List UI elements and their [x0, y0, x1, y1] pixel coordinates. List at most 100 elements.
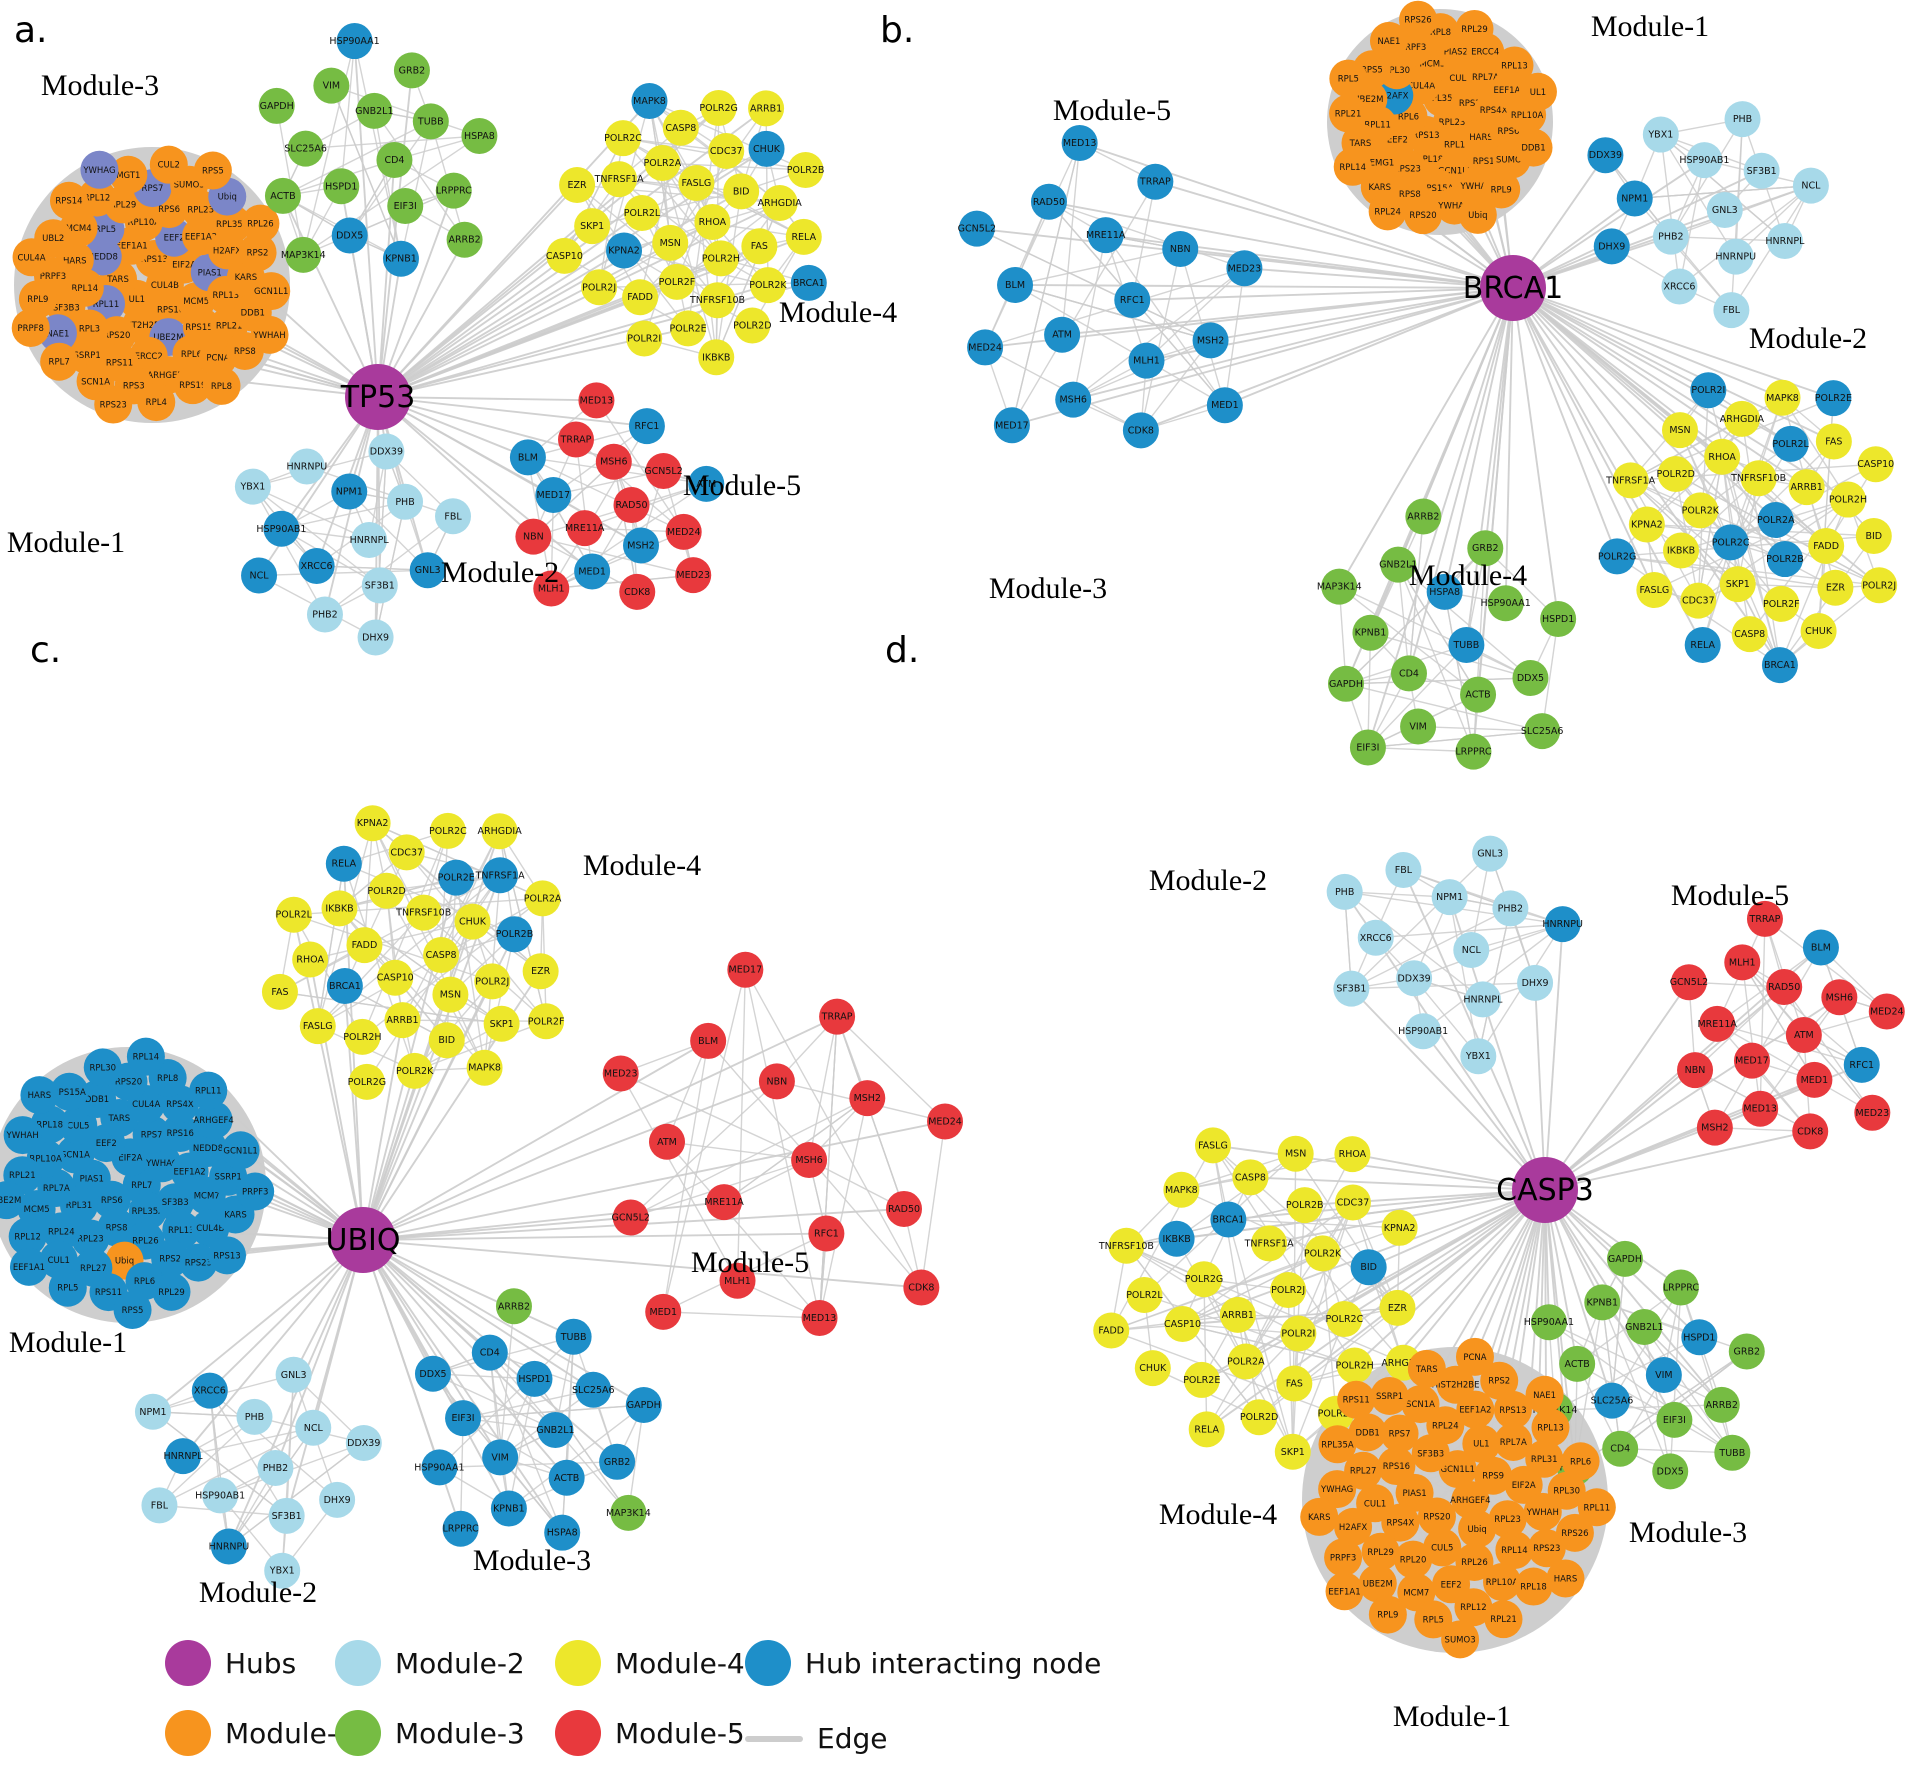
node-MSH6[interactable]: MSH6: [1821, 979, 1858, 1016]
node-HSP90AA1[interactable]: HSP90AA1: [329, 23, 380, 60]
node-CDK8[interactable]: CDK8: [1792, 1113, 1829, 1150]
node-MAP3K14[interactable]: MAP3K14: [1317, 568, 1362, 605]
node-ATM[interactable]: ATM: [648, 1123, 685, 1160]
node-NEDD8[interactable]: NEDD8: [83, 237, 122, 276]
node-CUL2[interactable]: CUL2: [149, 145, 188, 184]
node-SCN1A[interactable]: SCN1A: [1401, 1385, 1440, 1424]
node-FASLG[interactable]: FASLG: [299, 1008, 336, 1045]
node-MSH2[interactable]: MSH2: [1192, 322, 1229, 359]
node-MSN[interactable]: MSN: [432, 976, 469, 1013]
node-POLR2F[interactable]: POLR2F: [528, 1003, 565, 1040]
node-RPS23[interactable]: RPS23: [1527, 1529, 1566, 1568]
node-MED23[interactable]: MED23: [675, 557, 712, 594]
node-CUL5[interactable]: CUL5: [59, 1106, 98, 1145]
node-CD4[interactable]: CD4: [376, 142, 413, 178]
node-RPS20[interactable]: RPS20: [1404, 196, 1443, 235]
node-RELA[interactable]: RELA: [785, 218, 822, 255]
node-POLR2K[interactable]: POLR2K: [749, 267, 787, 304]
node-CUL4A[interactable]: CUL4A: [12, 238, 51, 277]
node-XRCC6[interactable]: XRCC6: [1357, 919, 1394, 956]
node-VIM[interactable]: VIM: [1645, 1357, 1682, 1393]
node-CDK8[interactable]: CDK8: [1122, 412, 1159, 449]
node-RPL11[interactable]: RPL11: [189, 1071, 228, 1110]
node-ARRB2[interactable]: ARRB2: [1405, 498, 1442, 535]
node-RPS7[interactable]: RPS7: [1380, 1414, 1419, 1453]
node-MLH1[interactable]: MLH1: [533, 570, 570, 607]
node-POLR2C[interactable]: POLR2C: [1712, 524, 1750, 561]
node-MSN[interactable]: MSN: [1277, 1135, 1314, 1172]
hub-CASP3[interactable]: CASP3: [1496, 1157, 1594, 1223]
node-DDB1[interactable]: DDB1: [1514, 128, 1553, 167]
node-KPNA2[interactable]: KPNA2: [1628, 506, 1665, 543]
node-DHX9[interactable]: DHX9: [319, 1481, 356, 1518]
node-POLR2L[interactable]: POLR2L: [276, 896, 313, 933]
node-HARS[interactable]: HARS: [20, 1076, 59, 1115]
node-POLR2B[interactable]: POLR2B: [1766, 541, 1804, 578]
node-GAPDH[interactable]: GAPDH: [1327, 665, 1364, 702]
node-YBX1[interactable]: YBX1: [1642, 116, 1679, 153]
node-MLH1[interactable]: MLH1: [719, 1262, 756, 1299]
node-GCN5L2[interactable]: GCN5L2: [958, 210, 996, 247]
node-RPL23[interactable]: RPL23: [71, 1219, 110, 1258]
node-RHOA[interactable]: RHOA: [1704, 438, 1741, 475]
node-EIF3I[interactable]: EIF3I: [445, 1400, 482, 1437]
node-SLC25A6[interactable]: SLC25A6: [284, 130, 327, 167]
node-MED13[interactable]: MED13: [578, 382, 615, 419]
node-BID[interactable]: BID: [1855, 517, 1892, 554]
node-HNRNPL[interactable]: HNRNPL: [164, 1438, 204, 1475]
node-MRE11A[interactable]: MRE11A: [1086, 217, 1126, 254]
node-LRPPRC[interactable]: LRPPRC: [1455, 733, 1492, 770]
node-SF3B1[interactable]: SF3B1: [1333, 970, 1370, 1007]
node-POLR2B[interactable]: POLR2B: [1286, 1187, 1324, 1224]
node-LRPPRC[interactable]: LRPPRC: [436, 172, 472, 209]
node-RPL24[interactable]: RPL24: [1426, 1406, 1465, 1445]
node-CDC37[interactable]: CDC37: [1680, 582, 1717, 619]
node-POLR2F[interactable]: POLR2F: [1763, 585, 1800, 622]
node-TRRAP[interactable]: TRRAP: [1746, 900, 1783, 937]
node-POLR2I[interactable]: POLR2I: [626, 320, 663, 357]
node-RPS23[interactable]: RPS23: [94, 385, 133, 424]
node-HSP90AB1[interactable]: HSP90AB1: [1679, 142, 1729, 179]
node-IKBKB[interactable]: IKBKB: [1663, 532, 1700, 569]
node-FAS[interactable]: FAS: [261, 973, 298, 1010]
node-RPS15A[interactable]: RPS15A: [50, 1072, 89, 1111]
node-VIM[interactable]: VIM: [313, 67, 350, 104]
node-YBX1[interactable]: YBX1: [264, 1552, 301, 1589]
node-ACTB[interactable]: ACTB: [1559, 1345, 1596, 1382]
node-MRE11A[interactable]: MRE11A: [704, 1184, 744, 1221]
node-SLC25A6[interactable]: SLC25A6: [1521, 713, 1564, 750]
hub-UBIQ[interactable]: UBIQ: [326, 1207, 401, 1273]
node-MSH2[interactable]: MSH2: [1696, 1109, 1733, 1146]
node-TNFRSF1A[interactable]: TNFRSF1A: [594, 161, 645, 198]
node-POLR2D[interactable]: POLR2D: [1240, 1399, 1278, 1436]
node-GNL3[interactable]: GNL3: [1472, 835, 1509, 872]
node-GNL3[interactable]: GNL3: [275, 1356, 312, 1393]
node-XRCC6[interactable]: XRCC6: [191, 1372, 228, 1409]
node-NBN[interactable]: NBN: [1162, 230, 1199, 267]
node-POLR2L[interactable]: POLR2L: [1126, 1276, 1163, 1313]
node-NPM1[interactable]: NPM1: [331, 473, 368, 510]
node-NAE1[interactable]: NAE1: [1369, 21, 1408, 60]
node-GRB2[interactable]: GRB2: [393, 52, 430, 89]
node-POLR2I[interactable]: POLR2I: [1280, 1315, 1317, 1352]
node-RPL26[interactable]: RPL26: [241, 204, 280, 243]
node-ATM[interactable]: ATM: [688, 465, 725, 502]
node-POLR2G[interactable]: POLR2G: [699, 90, 738, 127]
hub-BRCA1[interactable]: BRCA1: [1463, 255, 1564, 321]
node-GNB2L1[interactable]: GNB2L1: [536, 1412, 575, 1448]
node-DHX9[interactable]: DHX9: [1593, 228, 1630, 265]
node-DHX9[interactable]: DHX9: [357, 619, 394, 656]
node-DHX9[interactable]: DHX9: [1517, 964, 1554, 1001]
node-GCN5L2[interactable]: GCN5L2: [611, 1199, 650, 1236]
node-BRCA1[interactable]: BRCA1: [790, 264, 827, 301]
node-POLR2F[interactable]: POLR2F: [659, 263, 696, 300]
node-SLC25A6[interactable]: SLC25A6: [1591, 1382, 1634, 1419]
node-RPL13[interactable]: RPL13: [1495, 46, 1534, 85]
node-POLR2D[interactable]: POLR2D: [1656, 456, 1695, 493]
node-KPNB1[interactable]: KPNB1: [1584, 1284, 1621, 1321]
node-CASP8[interactable]: CASP8: [662, 109, 699, 146]
node-POLR2H[interactable]: POLR2H: [1335, 1347, 1374, 1384]
node-DDX39[interactable]: DDX39: [1587, 137, 1624, 174]
node-RPS9[interactable]: RPS9: [1474, 1456, 1513, 1495]
node-FADD[interactable]: FADD: [622, 279, 659, 316]
